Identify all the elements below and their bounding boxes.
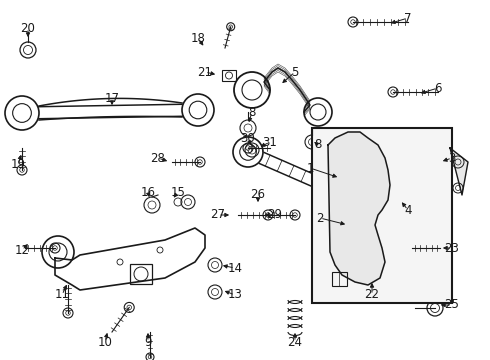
Text: 25: 25	[444, 298, 460, 311]
Text: 13: 13	[227, 288, 243, 302]
Text: 8: 8	[248, 105, 256, 118]
Bar	[332, 272, 347, 286]
Text: 7: 7	[404, 12, 412, 24]
Text: 8: 8	[314, 139, 322, 152]
Text: 17: 17	[104, 91, 120, 104]
Text: 1: 1	[306, 162, 314, 175]
Text: 29: 29	[268, 208, 283, 221]
Text: 23: 23	[444, 242, 460, 255]
Text: 9: 9	[144, 336, 152, 348]
Bar	[222, 70, 236, 81]
Text: 4: 4	[404, 203, 412, 216]
Bar	[312, 128, 452, 303]
Text: 21: 21	[197, 66, 213, 78]
Text: 15: 15	[171, 185, 185, 198]
Text: 24: 24	[288, 336, 302, 348]
Text: 18: 18	[191, 31, 205, 45]
Text: 14: 14	[227, 261, 243, 274]
Text: 16: 16	[141, 185, 155, 198]
Bar	[130, 264, 152, 284]
Text: 19: 19	[10, 158, 25, 171]
Polygon shape	[328, 132, 390, 285]
Text: 3: 3	[448, 152, 456, 165]
Text: 31: 31	[263, 135, 277, 148]
Text: 5: 5	[292, 66, 299, 78]
Polygon shape	[450, 148, 468, 195]
Text: 22: 22	[365, 288, 379, 302]
Text: 12: 12	[15, 243, 29, 256]
Text: 27: 27	[211, 208, 225, 221]
Text: 10: 10	[98, 336, 112, 348]
Text: 26: 26	[250, 189, 266, 202]
Text: 2: 2	[316, 211, 324, 225]
Text: 30: 30	[241, 131, 255, 144]
Text: 20: 20	[21, 22, 35, 35]
Text: 6: 6	[434, 81, 442, 94]
Text: 28: 28	[150, 152, 166, 165]
Text: 11: 11	[54, 288, 70, 302]
